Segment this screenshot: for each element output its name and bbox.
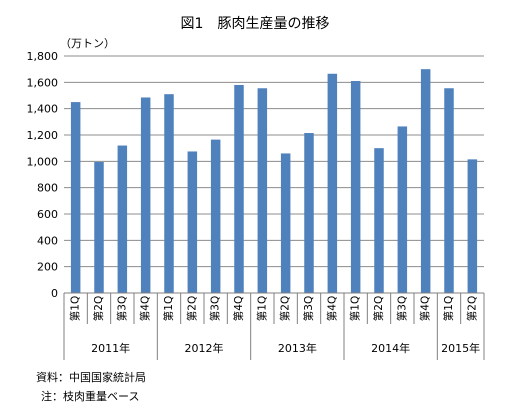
x-category-label: 第3Q (209, 296, 222, 321)
year-group-label: 2015年 (441, 341, 480, 355)
year-group-label: 2011年 (91, 341, 130, 355)
x-category-label: 第2Q (279, 296, 292, 321)
x-category-label: 第1Q (442, 296, 455, 321)
x-category-label: 第1Q (349, 296, 362, 321)
weight-note: 注：枝肉重量ベース (41, 390, 140, 403)
gridlines (64, 55, 484, 268)
x-axis-year-groups: 2011年 2012年 2013年 2014年 2015年 (91, 341, 480, 355)
bar (420, 69, 431, 294)
y-unit-label: （万トン） (60, 37, 115, 50)
bar (374, 148, 384, 293)
bar (164, 94, 174, 293)
bar (280, 153, 291, 293)
x-category-label: 第2Q (185, 296, 198, 321)
x-category-label: 第3Q (302, 296, 315, 321)
x-category-label: 第4Q (232, 296, 245, 321)
bar (94, 161, 104, 293)
y-tick-label: 1,000 (27, 155, 59, 168)
bar (304, 133, 314, 293)
x-axis-category-labels: 第1Q 第2Q 第3Q 第4Q 第1Q 第2Q 第3Q 第4Q 第1Q 第2Q 第3Q 第4Q 第1Q 第… (69, 296, 479, 321)
y-tick-label: 200 (37, 261, 58, 274)
bar (467, 159, 478, 293)
bar (397, 126, 408, 293)
x-axis (63, 292, 485, 360)
source-note: 資料：中国国家統計局 (36, 371, 146, 384)
bar (210, 139, 221, 293)
x-category-label: 第3Q (115, 296, 128, 321)
chart-title: 図1 豚肉生産量の推移 (181, 16, 330, 32)
y-tick-label: 1,200 (27, 129, 59, 142)
year-group-label: 2012年 (185, 341, 224, 355)
x-category-label: 第4Q (419, 296, 432, 321)
x-category-label: 第1Q (162, 296, 175, 321)
x-category-label: 第2Q (92, 296, 105, 321)
x-category-label: 第1Q (69, 296, 82, 321)
y-tick-label: 0 (51, 287, 58, 300)
y-tick-label: 1,600 (27, 76, 59, 89)
bar (187, 151, 198, 293)
x-category-label: 第4Q (139, 296, 152, 321)
y-tick-label: 600 (37, 208, 58, 221)
bar (350, 81, 361, 294)
year-group-label: 2013年 (278, 341, 317, 355)
y-tick-label: 1,800 (27, 50, 59, 63)
bar (117, 145, 128, 293)
bar (140, 97, 151, 293)
x-category-label: 第2Q (372, 296, 385, 321)
y-tick-label: 400 (37, 234, 58, 247)
year-group-label: 2014年 (371, 341, 410, 355)
y-tick-label: 1,400 (27, 103, 59, 116)
y-axis-ticks: 0 200 400 600 800 1,000 1,200 1,400 1,600 1,800 (27, 50, 59, 300)
x-category-label: 第3Q (395, 296, 408, 321)
bar (327, 73, 338, 294)
bar (70, 102, 81, 293)
x-category-label: 第4Q (325, 296, 338, 321)
x-category-label: 第2Q (465, 296, 478, 321)
bar (444, 88, 454, 293)
bars (70, 69, 478, 294)
y-tick-label: 800 (37, 182, 58, 195)
x-category-label: 第1Q (255, 296, 268, 321)
bar (257, 88, 268, 293)
bar (234, 84, 244, 293)
